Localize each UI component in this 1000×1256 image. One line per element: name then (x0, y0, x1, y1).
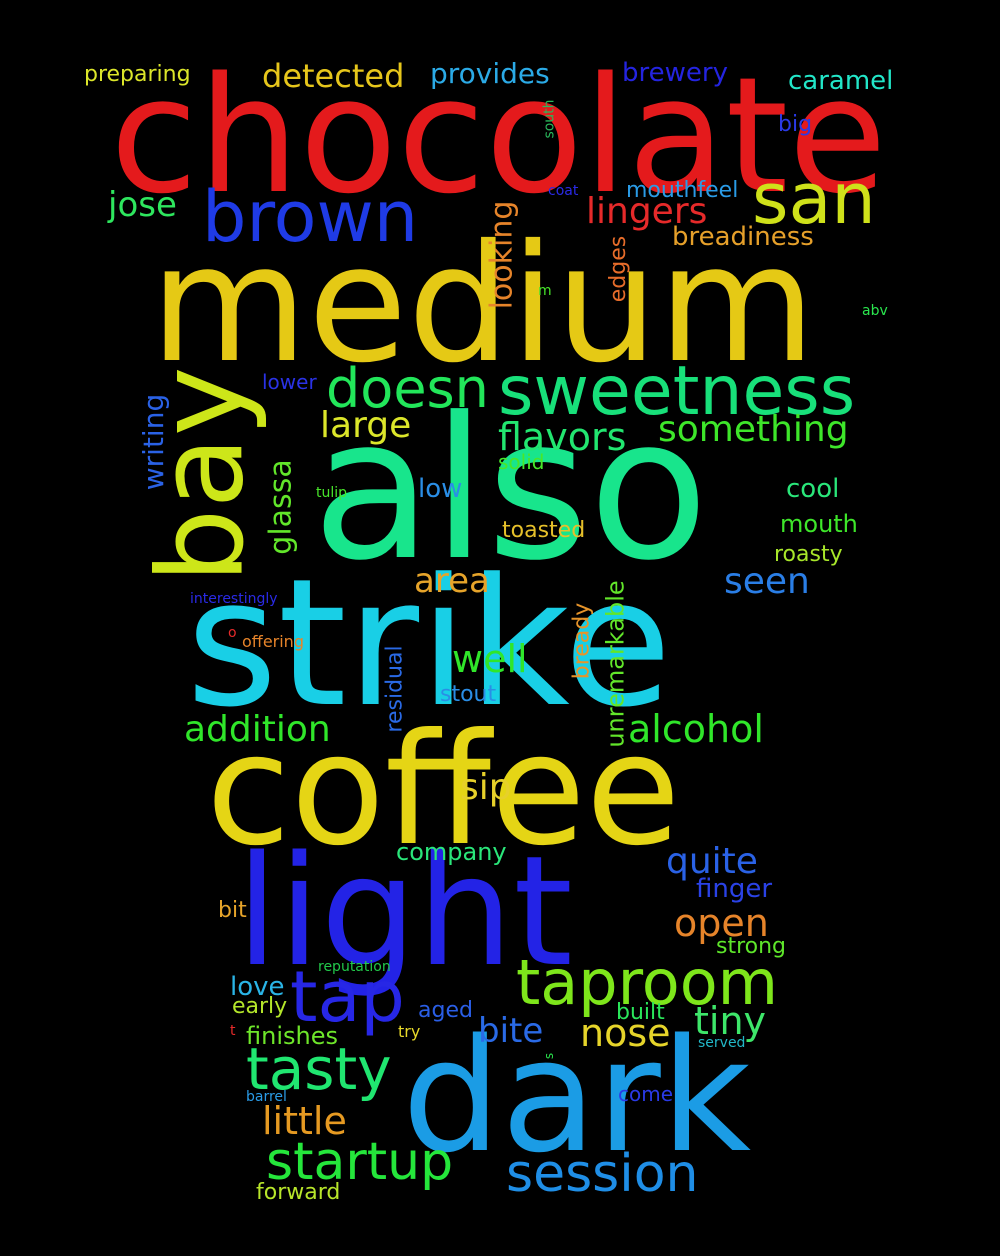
word-barrel: barrel (246, 1089, 287, 1105)
word-reputation: reputation (318, 959, 391, 975)
word-area: area (414, 561, 490, 601)
word-also: also (312, 376, 709, 604)
word-abv: abv (862, 303, 888, 319)
word-big: big (778, 112, 813, 137)
word-glassa: glassa (263, 459, 299, 555)
word-forward: forward (256, 1180, 341, 1205)
word-caramel: caramel (788, 66, 894, 96)
word-alcohol: alcohol (628, 707, 764, 751)
word-coat: coat (548, 183, 579, 199)
word-aged: aged (418, 998, 473, 1023)
word-bit: bit (218, 898, 247, 923)
word-taproom: taproom (516, 946, 779, 1019)
word-tiny: tiny (694, 999, 767, 1043)
word-detected: detected (262, 57, 405, 95)
word-finishes: finishes (246, 1022, 338, 1050)
word-roasty: roasty (774, 542, 843, 567)
word-cool: cool (786, 474, 840, 504)
word-served: served (698, 1035, 746, 1051)
word-looking: looking (484, 200, 520, 310)
word-addition: addition (184, 709, 331, 750)
word-stout: stout (440, 682, 497, 707)
word-little: little (262, 1099, 347, 1143)
word-doesn: doesn (326, 357, 489, 420)
word-low: low (418, 474, 463, 504)
word-sip: sip (460, 767, 512, 808)
word-well: well (452, 637, 528, 681)
word-preparing: preparing (84, 62, 191, 87)
word-tasty: tasty (246, 1035, 392, 1103)
word-t: t (230, 1023, 236, 1039)
word-finger: finger (696, 874, 773, 904)
word-sweetness: sweetness (498, 352, 856, 431)
word-session: session (506, 1144, 699, 1204)
word-lingers: lingers (586, 191, 708, 232)
word-large: large (320, 405, 412, 446)
word-residual: residual (382, 645, 408, 733)
word-flavors: flavors (498, 415, 627, 459)
word-offering: offering (242, 632, 304, 651)
word-try: try (398, 1022, 421, 1041)
word-edges: edges (606, 235, 632, 303)
word-tap: tap (290, 956, 405, 1038)
word-seen: seen (724, 561, 810, 602)
word-interestingly: interestingly (190, 591, 278, 607)
word-company: company (396, 838, 507, 866)
word-strike: strike (186, 541, 672, 746)
word-nose: nose (580, 1011, 671, 1055)
word-brown: brown (202, 176, 419, 258)
word-brewery: brewery (622, 58, 728, 88)
word-mouth: mouth (780, 510, 858, 538)
word-love: love (230, 972, 285, 1002)
word-toasted: toasted (502, 518, 586, 543)
word-south: south (541, 99, 558, 139)
word-light: light (236, 823, 573, 1000)
word-bite: bite (478, 1011, 544, 1051)
word-built: built (616, 1000, 665, 1025)
word-chocolate: chocolate (110, 42, 887, 229)
word-early: early (232, 994, 288, 1019)
word-s: s (542, 1052, 557, 1060)
word-writing: writing (137, 393, 171, 491)
word-dark: dark (402, 1005, 752, 1187)
word-medium: medium (150, 211, 816, 399)
word-come: come (618, 1082, 674, 1106)
word-something: something (658, 409, 849, 450)
word-mouthfeel: mouthfeel (626, 178, 739, 203)
word-m: m (538, 283, 552, 299)
word-solid: solid (498, 450, 545, 474)
word-unremarkable: unremarkable (601, 580, 630, 748)
word-strong: strong (716, 934, 787, 959)
word-san: san (752, 158, 876, 240)
word-bready: bready (569, 602, 595, 680)
word-breadiness: breadiness (672, 222, 814, 252)
word-coffee: coffee (206, 701, 681, 880)
word-lower: lower (262, 370, 317, 394)
word-startup: startup (266, 1132, 454, 1192)
word-quite: quite (666, 841, 758, 882)
word-provides: provides (430, 57, 550, 90)
word-open: open (674, 901, 769, 945)
word-o: o (228, 625, 237, 641)
word-jose: jose (108, 185, 177, 225)
word-tulip: tulip (316, 485, 348, 501)
